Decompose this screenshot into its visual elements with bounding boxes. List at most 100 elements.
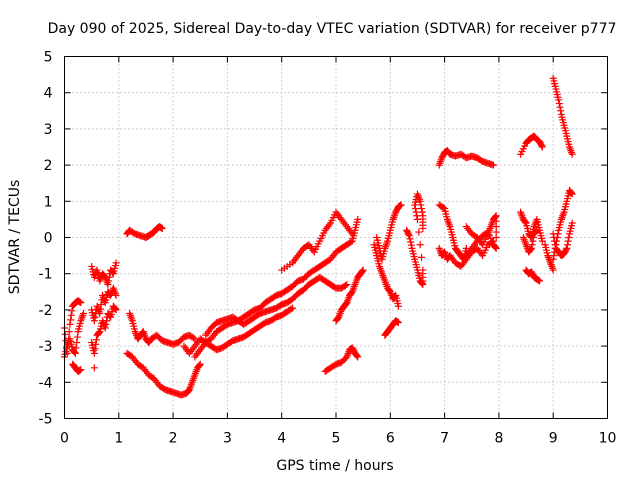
data-point bbox=[105, 277, 113, 285]
data-point bbox=[343, 281, 351, 289]
data-point bbox=[551, 237, 559, 245]
data-point bbox=[105, 273, 113, 281]
data-point bbox=[405, 232, 413, 240]
data-point bbox=[348, 230, 356, 238]
data-point bbox=[439, 204, 447, 212]
data-point bbox=[67, 316, 75, 324]
y-tick-label: 4 bbox=[44, 86, 53, 102]
data-point bbox=[418, 253, 426, 261]
x-axis-label: GPS time / hours bbox=[276, 458, 393, 474]
x-tick-label: 1 bbox=[114, 431, 123, 447]
data-point bbox=[104, 281, 112, 289]
data-point bbox=[417, 201, 425, 209]
data-point bbox=[90, 364, 98, 372]
data-point bbox=[555, 100, 563, 108]
data-point bbox=[568, 190, 576, 198]
data-point bbox=[90, 349, 98, 357]
data-point bbox=[563, 241, 571, 249]
data-point bbox=[419, 224, 427, 232]
data-point bbox=[80, 310, 88, 318]
data-point bbox=[102, 320, 110, 328]
y-tick-label: 5 bbox=[44, 50, 53, 66]
data-point bbox=[66, 320, 74, 328]
data-point bbox=[563, 244, 571, 252]
data-point bbox=[96, 310, 104, 318]
data-point bbox=[416, 241, 424, 249]
data-point bbox=[487, 234, 495, 242]
data-point bbox=[77, 366, 85, 374]
data-point bbox=[342, 281, 350, 289]
data-point bbox=[568, 219, 576, 227]
data-point bbox=[492, 243, 500, 251]
data-point bbox=[77, 299, 85, 307]
y-tick-label: 2 bbox=[44, 158, 53, 174]
data-point bbox=[550, 234, 558, 241]
data-point bbox=[484, 228, 492, 236]
data-point bbox=[65, 328, 73, 336]
data-point bbox=[92, 340, 100, 348]
data-point bbox=[418, 205, 426, 213]
y-tick-label: -5 bbox=[39, 412, 53, 428]
data-point bbox=[73, 333, 81, 341]
y-tick-label: -2 bbox=[39, 303, 53, 319]
data-point bbox=[489, 161, 497, 169]
data-point bbox=[412, 208, 420, 216]
data-point bbox=[485, 231, 493, 239]
data-point bbox=[527, 244, 535, 252]
data-point bbox=[347, 238, 355, 246]
data-point bbox=[71, 349, 79, 357]
data-point bbox=[538, 142, 546, 150]
data-point bbox=[521, 218, 529, 226]
x-tick-label: 9 bbox=[549, 431, 558, 447]
data-point bbox=[61, 330, 69, 338]
data-point bbox=[411, 205, 419, 213]
y-tick-labels: -5 -4 -3 -2 -1 0 1 2 3 4 5 bbox=[39, 50, 53, 428]
data-point bbox=[97, 300, 105, 308]
data-point bbox=[529, 237, 537, 245]
y-tick-label: -4 bbox=[39, 375, 53, 391]
data-point bbox=[555, 96, 563, 104]
data-point bbox=[189, 334, 197, 342]
chart-title: Day 090 of 2025, Sidereal Day-to-day VTE… bbox=[48, 21, 617, 37]
data-point bbox=[557, 107, 565, 115]
data-point bbox=[406, 235, 414, 243]
data-point bbox=[533, 226, 541, 234]
data-point bbox=[112, 259, 120, 267]
data-point bbox=[287, 305, 295, 313]
x-tick-label: 7 bbox=[440, 431, 449, 447]
data-point bbox=[538, 143, 546, 151]
data-points bbox=[61, 74, 576, 399]
data-point bbox=[112, 291, 120, 299]
data-point bbox=[405, 230, 413, 238]
data-point bbox=[354, 215, 362, 223]
x-tick-label: 4 bbox=[277, 431, 286, 447]
data-point bbox=[551, 241, 559, 249]
data-point bbox=[354, 353, 362, 361]
y-axis-label: SDTVAR / TECUs bbox=[7, 180, 23, 295]
data-point bbox=[419, 266, 427, 274]
data-point bbox=[413, 212, 421, 220]
data-point bbox=[528, 241, 536, 249]
grid bbox=[64, 56, 608, 419]
data-point bbox=[71, 348, 79, 356]
data-point bbox=[418, 208, 426, 216]
x-tick-label: 3 bbox=[223, 431, 232, 447]
data-point bbox=[397, 201, 405, 209]
data-point bbox=[549, 266, 557, 274]
data-point bbox=[394, 302, 402, 310]
y-tick-label: 1 bbox=[44, 194, 53, 210]
data-point bbox=[536, 277, 544, 285]
data-point bbox=[562, 246, 570, 254]
data-point bbox=[488, 238, 496, 246]
x-tick-labels: 0 1 2 3 4 5 6 7 8 9 10 bbox=[60, 431, 616, 447]
data-point bbox=[289, 304, 297, 312]
y-tick-label: 3 bbox=[44, 122, 53, 138]
data-point bbox=[568, 189, 576, 197]
y-tick-label: 0 bbox=[44, 231, 53, 247]
data-point bbox=[416, 197, 424, 205]
data-point bbox=[407, 241, 415, 249]
data-point bbox=[394, 319, 402, 327]
data-point bbox=[103, 317, 111, 325]
data-point bbox=[90, 317, 98, 325]
